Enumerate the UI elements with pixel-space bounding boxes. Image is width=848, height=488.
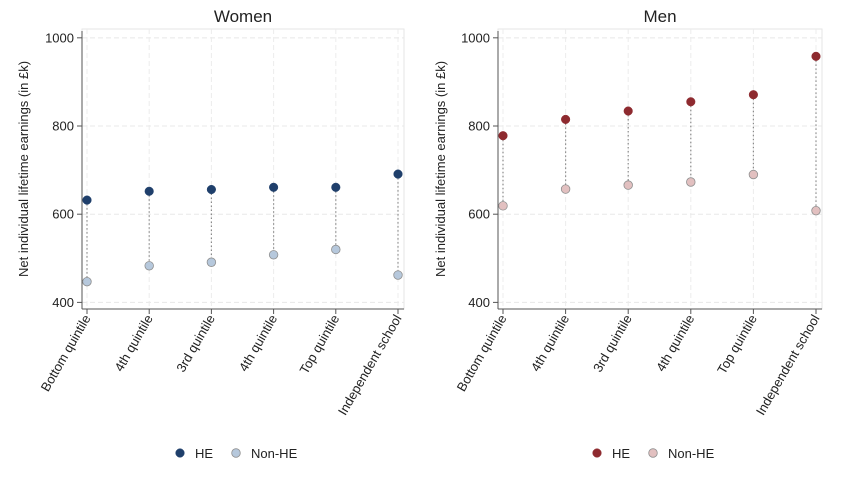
legend-label: HE [195, 446, 213, 461]
data-point-non-he [393, 270, 403, 280]
data-point-he [82, 195, 92, 205]
chart-title: Women [214, 7, 272, 26]
data-point-he [811, 51, 821, 61]
legend-label: HE [612, 446, 630, 461]
y-tick-label: 800 [52, 119, 74, 134]
chart-panel-1: 400 600 800 1000 Bottom quintile 4th quintile… [433, 7, 823, 461]
x-tick-label: 3rd quintile [173, 312, 218, 375]
y-tick-label: 400 [468, 295, 490, 310]
data-point-he [393, 169, 403, 179]
y-tick-label: 800 [468, 119, 490, 134]
legend-marker [175, 448, 185, 458]
data-point-non-he [268, 250, 279, 260]
data-point-he [748, 90, 758, 100]
data-point-he [623, 106, 633, 116]
data-point-he [686, 97, 696, 107]
x-tick-label: Independent school [753, 312, 823, 418]
data-point-non-he [206, 257, 217, 267]
x-tick-label: Independent school [335, 312, 405, 418]
data-point-non-he [560, 184, 571, 194]
y-tick-label: 1000 [45, 30, 74, 45]
data-point-non-he [811, 205, 821, 216]
data-point-non-he [331, 244, 341, 255]
data-point-non-he [748, 169, 759, 180]
data-point-he [206, 184, 216, 195]
y-axis-label: Net individual lifetime earnings (in £k) [16, 61, 31, 277]
x-tick-label: 4th quintile [528, 312, 572, 374]
data-point-he [144, 186, 154, 196]
x-tick-label: 4th quintile [111, 312, 155, 374]
data-point-he [331, 182, 341, 192]
plot-area [497, 28, 823, 310]
data-point-non-he [623, 180, 633, 190]
data-point-he [269, 182, 279, 192]
y-axis-label: Net individual lifetime earnings (in £k) [433, 61, 448, 277]
legend-label: Non-HE [668, 446, 715, 461]
chart-title: Men [643, 7, 676, 26]
data-point-he [561, 114, 571, 124]
x-tick-label: 4th quintile [653, 312, 697, 374]
y-tick-label: 400 [52, 295, 74, 310]
legend-marker [592, 448, 602, 458]
chart-panel-0: 400 600 800 1000 Bottom quintile 4th quintile… [16, 7, 405, 461]
x-tick-label: 4th quintile [236, 312, 280, 374]
y-tick-label: 600 [468, 207, 490, 222]
data-point-non-he [82, 276, 92, 287]
x-tick-label: Bottom quintile [454, 312, 510, 394]
data-point-non-he [144, 261, 154, 271]
legend-marker [231, 448, 241, 458]
x-tick-label: Top quintile [297, 312, 343, 376]
data-point-he [498, 131, 508, 141]
y-tick-label: 600 [52, 207, 74, 222]
x-tick-label: Bottom quintile [38, 312, 94, 394]
data-point-non-he [686, 177, 696, 187]
x-tick-label: 3rd quintile [590, 312, 635, 375]
legend-label: Non-HE [251, 446, 298, 461]
x-tick-label: Top quintile [714, 312, 760, 376]
data-point-non-he [498, 201, 508, 211]
plot-area [81, 28, 405, 310]
legend-marker [648, 448, 658, 458]
y-tick-label: 1000 [461, 30, 490, 45]
